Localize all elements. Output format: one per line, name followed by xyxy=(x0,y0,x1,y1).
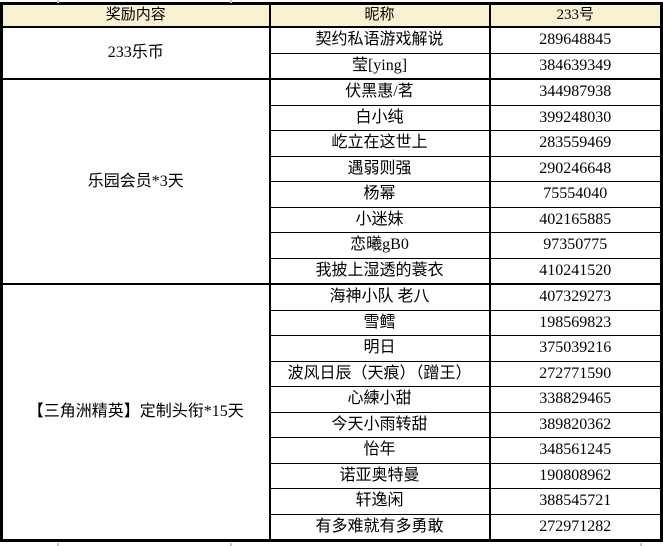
table-row: 诺亚奥特曼 190808962 xyxy=(2,462,662,489)
gridline-tick xyxy=(230,0,232,3)
nickname-cell: 有多难就有多勇敢 xyxy=(268,513,491,541)
number-cell: 289648845 xyxy=(489,26,662,54)
nickname-cell: 怡年 xyxy=(268,437,491,464)
nickname-cell: 莹[ying] xyxy=(268,52,491,80)
reward-cell: 233乐币 xyxy=(0,26,271,80)
reward-cell: 乐园会员*3天 xyxy=(0,78,271,285)
header-number: 233号 xyxy=(488,3,663,28)
nickname-cell: 今天小雨转甜 xyxy=(268,411,491,438)
nickname-cell: 心練小甜 xyxy=(268,386,491,413)
table-row: 小迷妹 402165885 xyxy=(2,206,662,233)
nickname-cell: 海神小队 老八 xyxy=(268,283,491,311)
number-cell: 402165885 xyxy=(489,206,662,233)
table-row: 轩逸闲 388545721 xyxy=(2,488,662,515)
number-cell: 198569823 xyxy=(489,309,662,336)
header-row: 奖励内容 昵称 233号 xyxy=(0,3,663,28)
number-cell: 344987938 xyxy=(489,78,662,106)
nickname-cell: 恋曦gB0 xyxy=(268,232,491,259)
number-cell: 290246648 xyxy=(489,155,662,182)
nickname-cell: 伏黑惠/茗 xyxy=(268,78,491,106)
number-cell: 399248030 xyxy=(489,104,662,131)
nickname-cell: 杨幂 xyxy=(268,181,491,208)
nickname-cell: 屹立在这世上 xyxy=(268,130,491,157)
table-row: 【三角洲精英】定制头衔*15天 海神小队 老八 407329273 xyxy=(0,283,662,541)
nickname-cell: 我披上湿透的蓑衣 xyxy=(268,257,491,285)
header-nickname: 昵称 xyxy=(268,3,491,28)
nickname-cell: 小迷妹 xyxy=(268,206,491,233)
table-row: 今天小雨转甜 389820362 xyxy=(2,411,662,438)
table-row: 雪鳕 198569823 xyxy=(2,309,662,336)
gridline-tick xyxy=(57,543,59,546)
nickname-cell: 契约私语游戏解说 xyxy=(268,26,491,54)
number-cell: 190808962 xyxy=(489,462,662,489)
number-cell: 348561245 xyxy=(489,437,662,464)
number-cell: 75554040 xyxy=(489,181,662,208)
table-row: 恋曦gB0 97350775 xyxy=(2,232,662,259)
number-cell: 388545721 xyxy=(489,488,662,515)
table-row: 屹立在这世上 283559469 xyxy=(2,130,662,157)
number-cell: 272971282 xyxy=(489,513,662,541)
number-cell: 97350775 xyxy=(489,232,662,259)
table-row: 乐园会员*3天 伏黑惠/茗 344987938 xyxy=(0,78,662,285)
nickname-cell: 雪鳕 xyxy=(268,309,491,336)
number-cell: 283559469 xyxy=(489,130,662,157)
number-cell: 384639349 xyxy=(489,52,662,80)
nickname-cell: 遇弱则强 xyxy=(268,155,491,182)
nickname-cell: 诺亚奥特曼 xyxy=(268,462,491,489)
table-row: 233乐币 契约私语游戏解说 289648845 xyxy=(0,26,662,80)
table-row: 杨幂 75554040 xyxy=(2,181,662,208)
number-cell: 410241520 xyxy=(489,257,662,285)
nickname-cell: 轩逸闲 xyxy=(268,488,491,515)
number-cell: 338829465 xyxy=(489,386,662,413)
table-row: 莹[ying] 384639349 xyxy=(2,52,662,80)
table-row: 明日 375039216 xyxy=(2,335,662,362)
number-cell: 375039216 xyxy=(489,335,662,362)
reward-cell: 【三角洲精英】定制头衔*15天 xyxy=(0,283,271,541)
table-row: 有多难就有多勇敢 272971282 xyxy=(2,513,662,541)
table-body: 233乐币 契约私语游戏解说 289648845 莹[ying] 384639349 乐园… xyxy=(0,26,662,541)
nickname-cell: 白小纯 xyxy=(268,104,491,131)
gridline-tick xyxy=(640,543,642,546)
header-reward: 奖励内容 xyxy=(0,3,271,28)
nickname-cell: 波风日辰（天痕）（蹭王） xyxy=(268,360,491,387)
number-cell: 407329273 xyxy=(489,283,662,311)
nickname-cell: 明日 xyxy=(268,335,491,362)
table-row: 波风日辰（天痕）（蹭王） 272771590 xyxy=(2,360,662,387)
gridline-tick xyxy=(230,543,232,546)
table-row: 怡年 348561245 xyxy=(2,437,662,464)
number-cell: 272771590 xyxy=(489,360,662,387)
gridline-tick xyxy=(57,0,59,3)
number-cell: 389820362 xyxy=(489,411,662,438)
